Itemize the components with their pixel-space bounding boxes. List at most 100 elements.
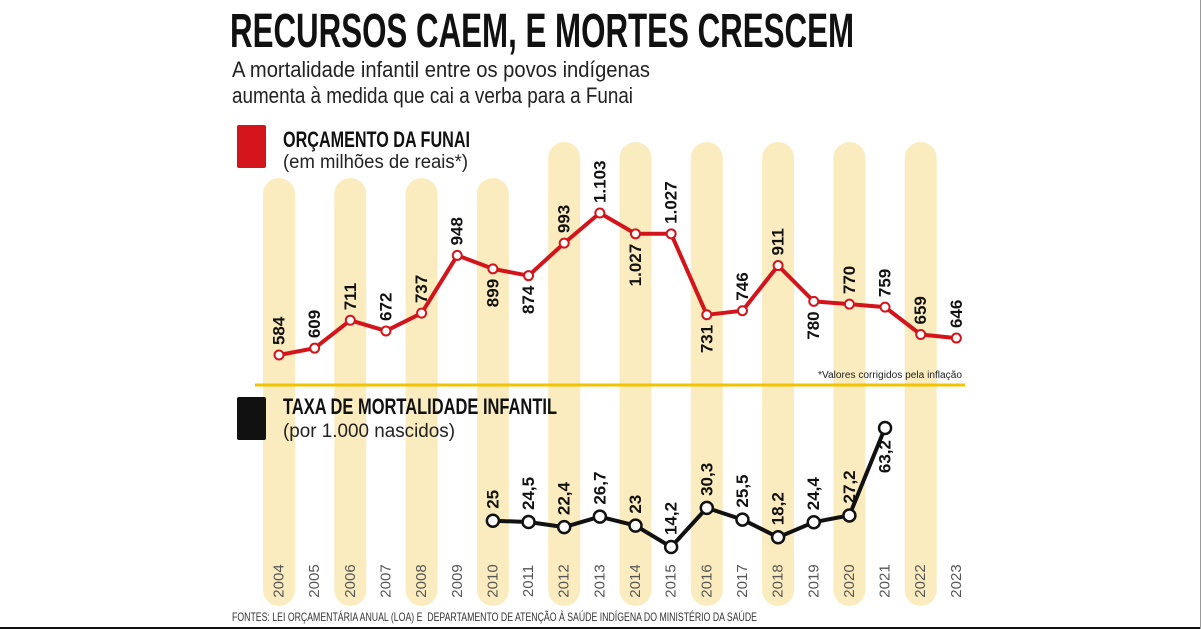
year-label: 2005 <box>306 564 323 597</box>
budget-point <box>344 314 356 326</box>
budget-point <box>701 309 713 321</box>
budget-legend: ORÇAMENTO DA FUNAI (em milhões de reais*… <box>237 125 470 173</box>
source-credit: FONTES: LEI ORÇAMENTÁRIA ANUAL (LOA) E D… <box>232 609 757 624</box>
year-band <box>833 142 866 606</box>
year-axis: 2004 2005 2006 2007 2008 2009 2010 2011 2012 2013… <box>271 564 965 597</box>
mortality-point <box>628 518 643 533</box>
budget-value-label: 1.027 <box>662 181 681 224</box>
page-title: RECURSOS CAEM, E MORTES CRESCEM <box>230 5 854 58</box>
mortality-value-label: 26,7 <box>590 472 609 505</box>
budget-point <box>487 263 499 275</box>
budget-point <box>950 332 962 344</box>
year-label: 2011 <box>520 565 537 597</box>
year-label: 2016 <box>698 564 715 597</box>
budget-value-label: 737 <box>412 275 431 303</box>
page-subtitle-line-1: A mortalidade infantil entre os povos in… <box>232 57 650 82</box>
year-label: 2009 <box>449 564 466 597</box>
year-label: 2012 <box>556 564 573 597</box>
mortality-series: 25 24,5 22,4 26,7 23 14,2 30,3 25,5 18,2 24,4 27,2… <box>483 420 895 555</box>
year-label: 2021 <box>877 564 894 597</box>
year-label: 2018 <box>770 564 787 597</box>
budget-point <box>843 298 855 310</box>
budget-point <box>772 260 784 272</box>
mortality-value-label: 24,4 <box>804 477 823 511</box>
year-label: 2008 <box>413 564 430 597</box>
mortality-value-label: 63,2 <box>876 440 895 473</box>
budget-value-label: 711 <box>341 283 360 310</box>
year-band <box>548 142 581 606</box>
mortality-value-label: 14,2 <box>662 502 681 535</box>
year-label: 2020 <box>841 564 858 597</box>
budget-value-label: 874 <box>519 285 538 314</box>
year-label: 2022 <box>912 564 929 597</box>
mortality-point <box>806 514 821 530</box>
budget-point <box>594 207 606 219</box>
budget-value-label: 993 <box>555 205 574 233</box>
year-band <box>334 178 367 606</box>
budget-point <box>309 342 321 354</box>
mortality-value-label: 25,5 <box>733 474 752 507</box>
budget-value-label: 609 <box>305 310 324 338</box>
mortality-value-label: 18,2 <box>769 492 788 525</box>
mortality-point <box>663 539 679 555</box>
year-label: 2010 <box>484 564 501 597</box>
budget-point <box>523 270 535 282</box>
year-band <box>263 178 295 606</box>
year-band <box>904 142 937 606</box>
year-label: 2017 <box>734 564 751 597</box>
mortality-point <box>592 509 608 524</box>
mortality-point <box>521 514 536 530</box>
year-label: 2015 <box>663 564 680 597</box>
budget-point <box>808 295 820 307</box>
mortality-legend: TAXA DE MORTALIDADE INFANTIL (por 1.000 … <box>237 394 557 442</box>
year-label: 2013 <box>591 564 608 597</box>
budget-value-label: 659 <box>911 296 930 324</box>
mortality-value-label: 27,2 <box>840 470 859 503</box>
mortality-value-label: 23 <box>626 495 645 514</box>
year-label: 2014 <box>627 564 644 597</box>
inflation-note: *Valores corrigidos pela inflação <box>818 370 962 381</box>
mortality-value-label: 24,5 <box>519 477 538 510</box>
mortality-point <box>735 512 750 527</box>
mortality-point <box>770 530 786 545</box>
budget-value-label: 948 <box>448 217 467 245</box>
budget-point <box>736 305 748 317</box>
budget-point <box>451 249 463 261</box>
budget-value-label: 1.103 <box>590 160 609 203</box>
budget-point <box>273 349 285 361</box>
budget-point <box>380 325 392 337</box>
budget-series: 584 609 711 672 737 948 899 874 993 1.103 1.027 1.0… <box>270 160 966 361</box>
year-band <box>762 142 795 606</box>
year-band <box>619 142 652 606</box>
budget-value-label: 899 <box>483 279 502 307</box>
mortality-point <box>485 513 501 529</box>
mortality-point <box>556 519 572 535</box>
budget-value-label: 911 <box>769 228 788 255</box>
year-band <box>476 178 509 606</box>
year-label: 2023 <box>948 564 965 597</box>
budget-legend-unit: (em milhões de reais*) <box>283 152 468 173</box>
budget-value-label: 770 <box>840 266 859 294</box>
mortality-value-label: 25 <box>483 490 502 509</box>
mortality-point <box>699 500 715 516</box>
budget-point <box>665 228 677 240</box>
year-label: 2006 <box>342 564 359 597</box>
year-band <box>405 178 438 606</box>
budget-point <box>915 328 927 340</box>
mortality-value-label: 30,3 <box>697 463 716 496</box>
page-subtitle-line-2: aumenta à medida que cai a verba para a … <box>232 83 633 108</box>
budget-value-label: 780 <box>804 311 823 339</box>
budget-value-label: 1.027 <box>626 244 645 287</box>
mortality-value-label: 22,4 <box>555 481 574 515</box>
budget-value-label: 672 <box>376 293 395 321</box>
budget-legend-swatch <box>237 125 266 168</box>
year-label: 2004 <box>271 564 288 597</box>
budget-legend-title: ORÇAMENTO DA FUNAI <box>283 127 470 152</box>
mortality-legend-unit: (por 1.000 nascidos) <box>283 421 455 442</box>
budget-line <box>277 211 959 357</box>
budget-value-label: 731 <box>697 325 716 353</box>
budget-point <box>416 307 428 319</box>
year-bands <box>263 142 937 606</box>
